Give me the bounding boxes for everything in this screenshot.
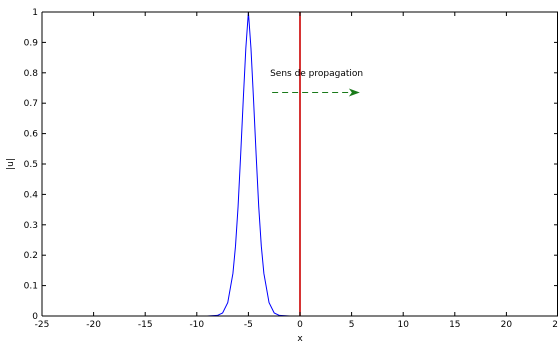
annotation-arrow-head: [348, 88, 360, 97]
y-tick-label: 0.2: [24, 251, 38, 261]
y-tick-label: 0.9: [24, 38, 39, 48]
y-tick-label: 0.6: [24, 130, 39, 140]
x-tick-label: 15: [449, 320, 460, 330]
x-axis-label: x: [297, 334, 303, 344]
x-tick-label: 0: [297, 320, 303, 330]
y-tick-label: 0: [32, 312, 38, 322]
y-tick-label: 0.4: [24, 190, 39, 200]
y-tick-label: 0.7: [24, 99, 38, 109]
axis-tick-labels: -25 -20 -15 -10 -5 0 5 10 15 20 25 0 0.1 0.2 0.3 0.4 0.5…: [24, 8, 558, 330]
y-tick-label: 0.1: [24, 282, 38, 292]
x-tick-label: 10: [397, 320, 409, 330]
x-tick-label: -15: [138, 320, 153, 330]
y-tick-label: 1: [32, 8, 38, 18]
annotation-text: Sens de propagation: [270, 69, 363, 79]
x-tick-label: -10: [189, 320, 204, 330]
y-tick-label: 0.8: [24, 69, 39, 79]
y-tick-label: 0.5: [24, 160, 38, 170]
x-tick-label: -20: [86, 320, 101, 330]
x-tick-label: 25: [552, 320, 558, 330]
x-tick-label: -5: [244, 320, 253, 330]
y-tick-label: 0.3: [24, 221, 38, 231]
x-tick-label: 20: [501, 320, 513, 330]
y-axis-label: |u|: [6, 158, 16, 170]
x-tick-label: -25: [35, 320, 50, 330]
x-tick-label: 5: [349, 320, 355, 330]
